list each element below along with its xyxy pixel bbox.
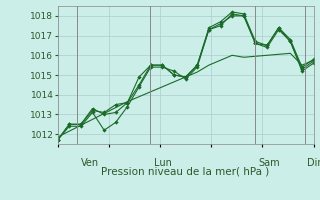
Text: Lun: Lun: [154, 158, 172, 168]
X-axis label: Pression niveau de la mer( hPa ): Pression niveau de la mer( hPa ): [101, 166, 270, 176]
Text: Ven: Ven: [81, 158, 99, 168]
Text: Sam: Sam: [259, 158, 280, 168]
Text: Dim: Dim: [307, 158, 320, 168]
